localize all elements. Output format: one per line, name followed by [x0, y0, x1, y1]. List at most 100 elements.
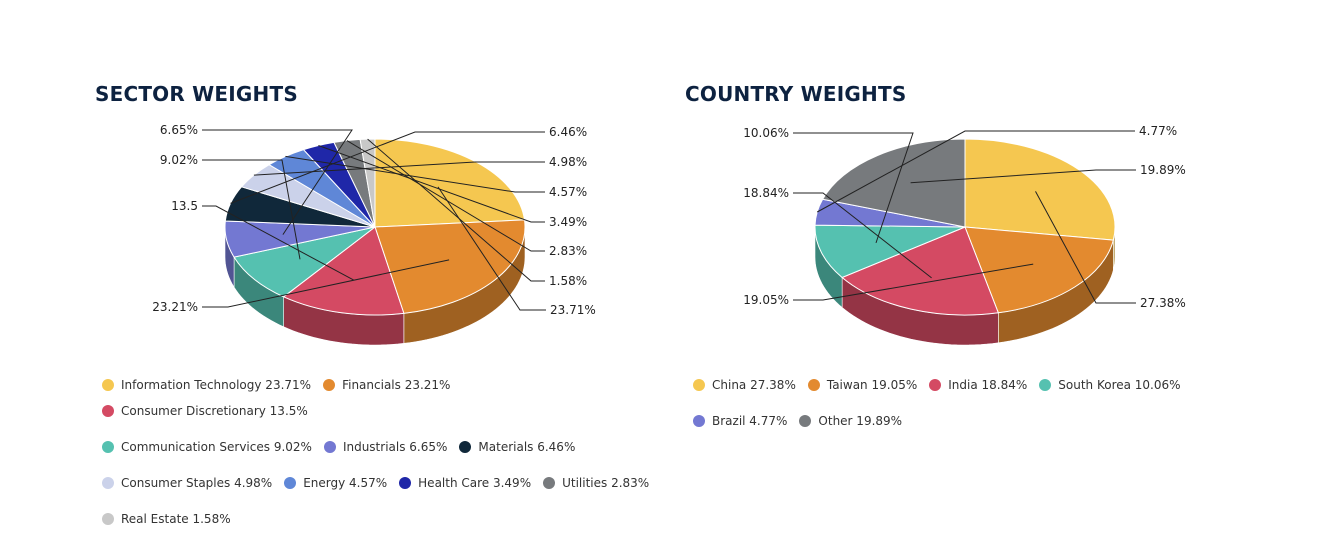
legend-item-health-care[interactable]: Health Care 3.49%: [399, 475, 531, 491]
leader-line-china: [1035, 191, 1136, 304]
legend-item-real-estate[interactable]: Real Estate 1.58%: [102, 511, 231, 527]
legend-label: Other 19.89%: [818, 414, 903, 428]
country-weights-pie-chart: 27.38% 19.05% 18.84% 10.06% 4.77% 19.89%: [743, 124, 1186, 346]
legend-label: Financials 23.21%: [342, 378, 451, 392]
legend-label: Consumer Staples 4.98%: [121, 476, 273, 490]
legend-item-information-technology[interactable]: Information Technology 23.71%: [102, 377, 311, 393]
data-label-india: 18.84%: [743, 186, 789, 200]
legend-color-dot: [102, 379, 114, 391]
sector-weights-title: SECTOR WEIGHTS: [95, 82, 298, 106]
legend-item-china[interactable]: China 27.38%: [693, 377, 796, 393]
legend-color-dot: [102, 405, 114, 417]
legend-label: Consumer Discretionary 13.5%: [121, 404, 308, 418]
pie-slice-other[interactable]: [821, 138, 966, 228]
country-weights-panel: COUNTRY WEIGHTS 27.38% 19.05% 18.84% 10.06%…: [661, 0, 1322, 534]
legend-item-consumer-discretionary[interactable]: Consumer Discretionary 13.5%: [102, 403, 308, 419]
legend-color-dot: [399, 477, 412, 489]
leader-line-materials: [230, 131, 545, 204]
data-label-consumer-staples: 4.98%: [549, 155, 587, 169]
legend-label: Energy 4.57%: [303, 476, 388, 490]
legend-color-dot: [323, 441, 336, 453]
legend-color-dot: [323, 379, 336, 391]
data-label-financials: 23.21%: [152, 300, 198, 314]
leader-line-health-care: [318, 145, 545, 223]
data-label-south-korea: 10.06%: [743, 126, 789, 140]
legend-color-dot: [102, 441, 114, 453]
legend-item-materials[interactable]: Materials 6.46%: [459, 439, 575, 455]
legend-item-other[interactable]: Other 19.89%: [799, 413, 902, 429]
data-label-materials: 6.46%: [549, 125, 587, 139]
data-label-other: 19.89%: [1140, 163, 1186, 177]
legend-color-dot: [102, 477, 114, 489]
pie-slice-real-estate[interactable]: [359, 138, 376, 228]
legend-color-dot: [102, 513, 114, 525]
legend-color-dot: [459, 441, 472, 453]
legend-label: South Korea 10.06%: [1058, 378, 1181, 392]
leader-line-utilities: [346, 140, 545, 252]
legend-color-dot: [799, 415, 812, 427]
data-label-information-technology: 23.71%: [550, 303, 596, 317]
country-weights-title: COUNTRY WEIGHTS: [685, 82, 907, 106]
data-label-taiwan: 19.05%: [743, 293, 789, 307]
legend-item-communication-services[interactable]: Communication Services 9.02%: [102, 439, 312, 455]
pie-slice-information-technology[interactable]: [374, 138, 526, 228]
legend-label: Communication Services 9.02%: [121, 440, 312, 454]
legend-label: Industrials 6.65%: [342, 440, 448, 454]
leader-line-real-estate: [367, 138, 545, 282]
legend-color-dot: [929, 379, 942, 391]
data-label-communication-services: 9.02%: [160, 153, 198, 167]
data-label-energy: 4.57%: [549, 185, 587, 199]
legend-color-dot: [807, 379, 820, 391]
pie-slice-taiwan[interactable]: [964, 226, 1114, 314]
legend-item-industrials[interactable]: Industrials 6.65%: [323, 439, 448, 455]
legend-color-dot: [543, 477, 556, 489]
legend-color-dot: [693, 379, 705, 391]
legend-item-south-korea[interactable]: South Korea 10.06%: [1039, 377, 1181, 393]
data-label-brazil: 4.77%: [1139, 124, 1177, 138]
legend-item-consumer-staples[interactable]: Consumer Staples 4.98%: [102, 475, 272, 491]
data-label-china: 27.38%: [1140, 296, 1186, 310]
sector-weights-legend: Information Technology 23.71% Financials …: [102, 377, 662, 527]
pie-slice-consumer-discretionary[interactable]: [282, 226, 405, 316]
legend-item-brazil[interactable]: Brazil 4.77%: [693, 413, 787, 429]
legend-label: India 18.84%: [948, 378, 1028, 392]
leader-line-financials: [202, 259, 450, 308]
leader-line-south-korea: [793, 132, 914, 244]
legend-item-india[interactable]: India 18.84%: [929, 377, 1027, 393]
legend-item-utilities[interactable]: Utilities 2.83%: [543, 475, 649, 491]
leader-line-brazil: [816, 130, 1135, 213]
legend-item-taiwan[interactable]: Taiwan 19.05%: [807, 377, 918, 393]
legend-label: Health Care 3.49%: [418, 476, 532, 490]
pie-slice-china[interactable]: [964, 138, 1116, 241]
leader-line-industrials: [202, 129, 353, 235]
legend-color-dot: [693, 415, 705, 427]
legend-label: Utilities 2.83%: [562, 476, 650, 490]
leader-line-taiwan: [793, 263, 1034, 301]
pie-slice-india[interactable]: [841, 226, 1000, 316]
legend-item-energy[interactable]: Energy 4.57%: [284, 475, 387, 491]
pie-slice-south-korea[interactable]: [814, 224, 966, 279]
pie-slice-communication-services[interactable]: [233, 226, 376, 298]
legend-color-dot: [284, 477, 297, 489]
legend-label: Taiwan 19.05%: [826, 378, 918, 392]
sector-weights-pie-chart: 23.71% 23.21% 13.5 9.02% 6.65% 6.46% 4.98% 4.57…: [152, 123, 596, 346]
leader-line-information-technology: [437, 186, 546, 311]
data-label-utilities: 2.83%: [549, 244, 587, 258]
leader-line-energy: [285, 155, 545, 193]
legend-label: Information Technology 23.71%: [121, 378, 312, 392]
legend-label: Real Estate 1.58%: [121, 512, 231, 526]
leader-line-india: [793, 192, 932, 279]
country-weights-legend: China 27.38% Taiwan 19.05% India 18.84% Sou…: [693, 377, 1253, 429]
legend-label: China 27.38%: [712, 378, 796, 392]
data-label-real-estate: 1.58%: [549, 274, 587, 288]
legend-label: Brazil 4.77%: [712, 414, 788, 428]
data-label-health-care: 3.49%: [549, 215, 587, 229]
leader-line-consumer-staples: [253, 161, 545, 176]
data-label-consumer-discretionary: 13.5: [171, 199, 198, 213]
legend-item-financials[interactable]: Financials 23.21%: [323, 377, 450, 393]
leader-line-other: [910, 169, 1136, 184]
data-label-industrials: 6.65%: [160, 123, 198, 137]
leader-line-consumer-discretionary: [202, 205, 354, 281]
leader-line-communication-services: [202, 159, 301, 260]
legend-color-dot: [1039, 379, 1052, 391]
